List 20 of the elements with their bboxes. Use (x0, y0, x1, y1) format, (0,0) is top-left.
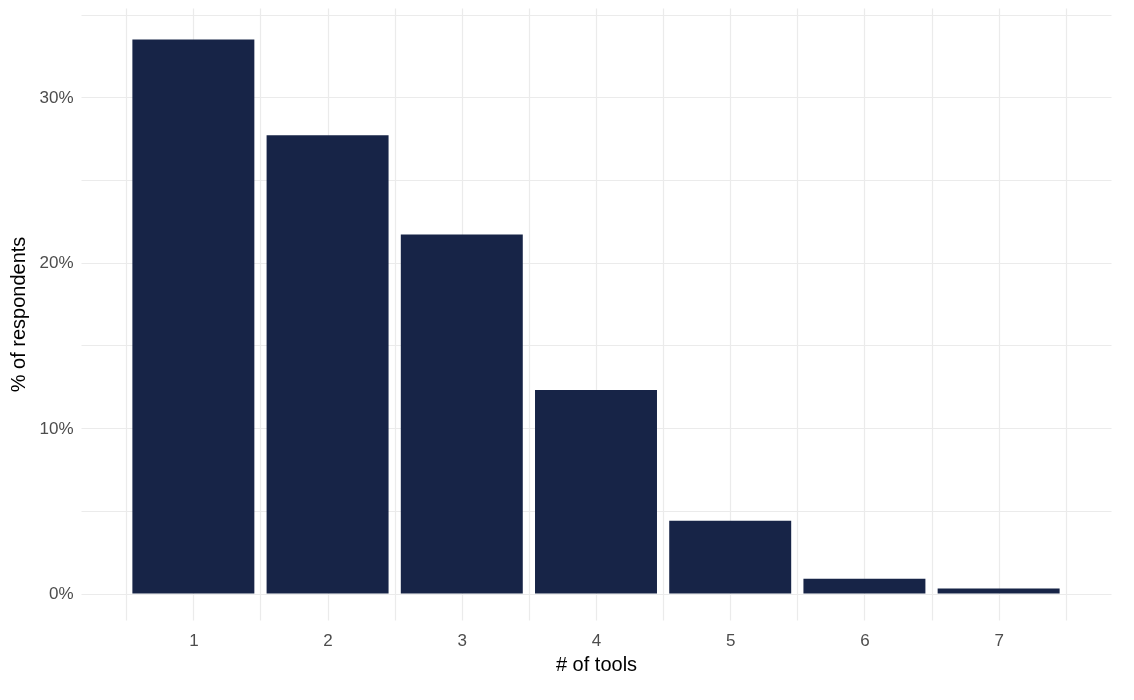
bar (669, 520, 792, 594)
x-tick-label: 3 (457, 630, 468, 650)
bar (132, 39, 255, 594)
x-tick-label: 4 (591, 630, 602, 650)
x-axis-title: # of tools (555, 652, 638, 675)
bar (400, 234, 523, 594)
y-tick-label: 20% (39, 253, 74, 273)
y-tick-label: 10% (39, 418, 74, 438)
x-tick-label: 6 (860, 630, 870, 650)
x-tick-label: 5 (725, 630, 736, 650)
bar (266, 135, 389, 594)
bar (535, 390, 657, 594)
bar (803, 578, 926, 594)
x-tick-label: 2 (323, 630, 333, 650)
x-tick-label: 1 (189, 630, 199, 650)
y-tick-label: 0% (48, 584, 74, 604)
y-tick-label: 30% (39, 87, 74, 107)
y-axis-title: % of respondents (7, 236, 30, 393)
x-tick-label: 7 (994, 630, 1004, 650)
bar (937, 588, 1060, 594)
